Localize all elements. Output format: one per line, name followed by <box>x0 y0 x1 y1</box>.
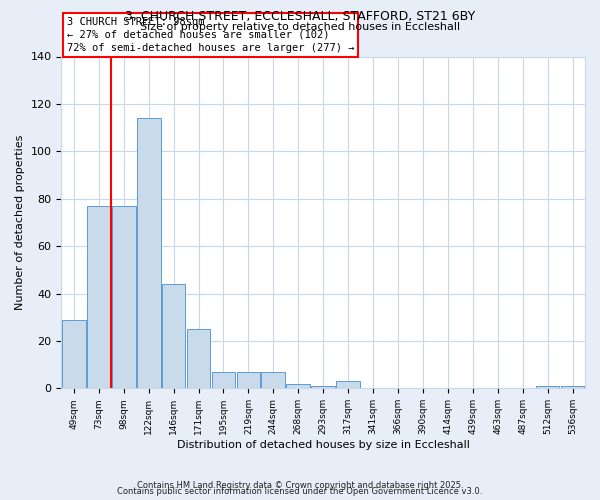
Text: 3 CHURCH STREET: 98sqm
← 27% of detached houses are smaller (102)
72% of semi-de: 3 CHURCH STREET: 98sqm ← 27% of detached… <box>67 17 354 53</box>
Text: Contains HM Land Registry data © Crown copyright and database right 2025.: Contains HM Land Registry data © Crown c… <box>137 481 463 490</box>
Bar <box>536 386 559 388</box>
Bar <box>137 118 161 388</box>
Text: Contains public sector information licensed under the Open Government Licence v3: Contains public sector information licen… <box>118 487 482 496</box>
Bar <box>336 381 360 388</box>
Bar <box>87 206 110 388</box>
Bar <box>286 384 310 388</box>
Bar <box>262 372 285 388</box>
Bar <box>311 386 335 388</box>
Text: 3, CHURCH STREET, ECCLESHALL, STAFFORD, ST21 6BY: 3, CHURCH STREET, ECCLESHALL, STAFFORD, … <box>125 10 475 23</box>
Text: Size of property relative to detached houses in Eccleshall: Size of property relative to detached ho… <box>140 22 460 32</box>
Bar <box>162 284 185 389</box>
Y-axis label: Number of detached properties: Number of detached properties <box>15 134 25 310</box>
Bar <box>560 386 584 388</box>
Bar <box>236 372 260 388</box>
Bar <box>112 206 136 388</box>
Bar <box>187 329 211 388</box>
Bar <box>212 372 235 388</box>
X-axis label: Distribution of detached houses by size in Eccleshall: Distribution of detached houses by size … <box>177 440 470 450</box>
Bar <box>62 320 86 388</box>
